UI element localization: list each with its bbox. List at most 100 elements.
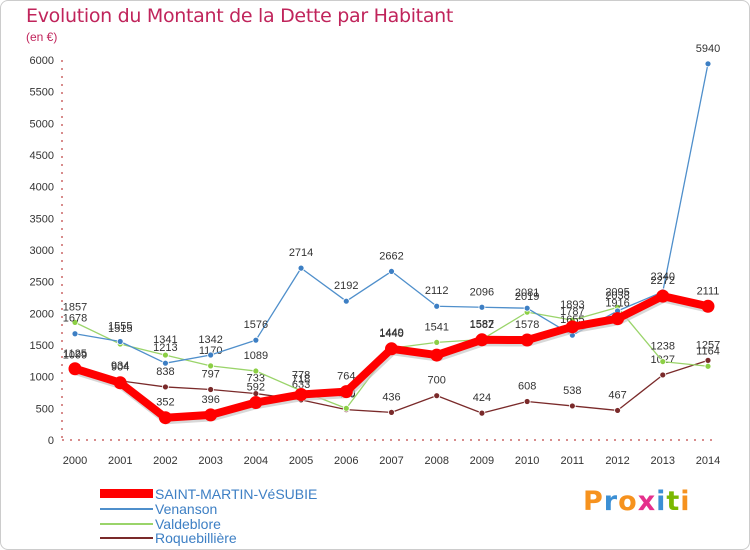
data-point bbox=[342, 297, 350, 305]
data-label: 764 bbox=[337, 371, 355, 383]
legend-swatch bbox=[100, 537, 153, 539]
data-point bbox=[297, 264, 305, 272]
data-label: 2192 bbox=[334, 280, 358, 292]
data-label: 608 bbox=[518, 380, 536, 392]
data-point bbox=[207, 362, 215, 370]
data-label: 1857 bbox=[63, 301, 87, 313]
data-point bbox=[252, 336, 260, 344]
data-label: 733 bbox=[247, 373, 265, 385]
data-label: 538 bbox=[563, 385, 581, 397]
y-tick-label: 4500 bbox=[30, 150, 54, 162]
data-label: 904 bbox=[111, 362, 129, 374]
data-point bbox=[430, 348, 444, 362]
x-tick-label: 2005 bbox=[289, 455, 313, 467]
data-point bbox=[116, 338, 124, 345]
data-label: 396 bbox=[201, 394, 219, 406]
data-point bbox=[294, 388, 308, 402]
data-point bbox=[252, 367, 260, 375]
y-tick-label: 6000 bbox=[30, 55, 54, 67]
y-tick-label: 4000 bbox=[30, 182, 54, 194]
data-point bbox=[656, 289, 670, 303]
x-tick-label: 2012 bbox=[605, 455, 629, 467]
data-label: 1449 bbox=[379, 327, 403, 339]
data-point bbox=[565, 320, 579, 334]
data-point bbox=[71, 330, 79, 338]
data-label: 1341 bbox=[153, 334, 177, 346]
data-label: 5940 bbox=[696, 43, 720, 55]
data-label: 1916 bbox=[605, 298, 629, 310]
data-label: 1678 bbox=[63, 313, 87, 325]
data-point bbox=[433, 392, 441, 400]
data-point bbox=[71, 318, 79, 326]
data-label: 1578 bbox=[515, 319, 539, 331]
data-point bbox=[614, 407, 621, 414]
data-point bbox=[158, 411, 172, 425]
data-label: 2340 bbox=[651, 271, 675, 283]
data-label: 352 bbox=[156, 397, 174, 409]
data-label: 467 bbox=[608, 389, 626, 401]
y-tick-label: 0 bbox=[48, 435, 54, 447]
data-point bbox=[207, 351, 215, 359]
data-label: 838 bbox=[156, 366, 174, 378]
chart-subtitle: (en €) bbox=[26, 30, 58, 44]
x-tick-label: 2008 bbox=[424, 455, 448, 467]
data-point bbox=[523, 398, 531, 405]
data-point bbox=[704, 60, 712, 68]
x-tick-label: 2007 bbox=[379, 455, 403, 467]
legend-swatch bbox=[100, 489, 153, 498]
data-label: 1164 bbox=[696, 345, 720, 357]
data-point bbox=[520, 333, 534, 347]
x-tick-label: 2002 bbox=[153, 455, 177, 467]
data-label: 2038 bbox=[605, 290, 629, 302]
data-label: 1893 bbox=[560, 299, 584, 311]
data-label: 1555 bbox=[108, 321, 132, 333]
x-tick-label: 2013 bbox=[651, 455, 675, 467]
y-tick-label: 3500 bbox=[30, 213, 54, 225]
data-label: 1515 bbox=[108, 323, 132, 335]
data-point bbox=[704, 362, 712, 370]
legend-swatch bbox=[100, 508, 153, 510]
data-point bbox=[433, 339, 441, 346]
data-point bbox=[384, 342, 398, 356]
data-label: 1089 bbox=[244, 350, 268, 362]
data-label: 633 bbox=[292, 379, 310, 391]
data-label: 1576 bbox=[244, 319, 268, 331]
data-label: 1587 bbox=[470, 318, 494, 330]
data-label: 2019 bbox=[515, 291, 539, 303]
data-label: 1257 bbox=[696, 339, 720, 351]
x-tick-label: 2003 bbox=[198, 455, 222, 467]
legend-label: SAINT-MARTIN-VéSUBIE bbox=[155, 486, 318, 502]
data-label: 424 bbox=[473, 392, 491, 404]
data-label: 436 bbox=[382, 391, 400, 403]
data-point bbox=[249, 396, 263, 410]
logo-letter: o bbox=[618, 486, 638, 517]
data-point bbox=[388, 408, 395, 416]
data-label: 1213 bbox=[153, 342, 177, 354]
data-label: 1238 bbox=[651, 341, 675, 353]
data-point bbox=[162, 351, 169, 359]
x-tick-label: 2006 bbox=[334, 455, 358, 467]
data-point bbox=[659, 371, 667, 379]
x-tick-label: 2010 bbox=[515, 455, 539, 467]
data-point bbox=[475, 333, 489, 347]
data-label: 1125 bbox=[63, 348, 87, 360]
data-label: 2272 bbox=[651, 275, 675, 287]
data-label: 2112 bbox=[425, 285, 449, 297]
data-label: 2095 bbox=[605, 286, 629, 298]
data-label: 797 bbox=[201, 369, 219, 381]
data-label: 700 bbox=[428, 375, 446, 387]
data-label: 1170 bbox=[199, 345, 223, 357]
x-tick-label: 2011 bbox=[561, 455, 585, 467]
logo-letter: r bbox=[603, 486, 619, 517]
data-label: 1582 bbox=[470, 319, 494, 331]
data-label: 1099 bbox=[63, 349, 87, 361]
data-label: 778 bbox=[292, 370, 310, 382]
legend-label: Roquebillière bbox=[155, 530, 237, 546]
legend-label: Venanson bbox=[155, 501, 218, 517]
logo-letter: i bbox=[656, 486, 667, 517]
data-label: 718 bbox=[292, 374, 310, 386]
data-label: 1787 bbox=[560, 306, 584, 318]
data-label: 592 bbox=[247, 382, 265, 394]
